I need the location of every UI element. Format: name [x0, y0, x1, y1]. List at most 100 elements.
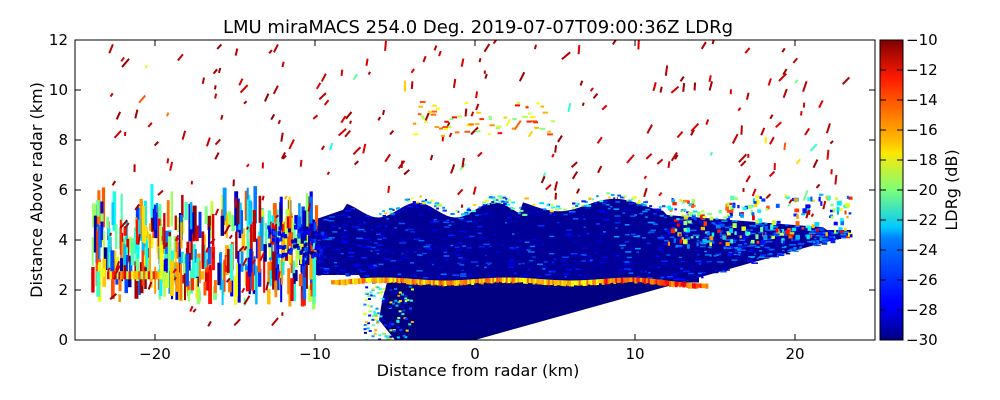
edge-return-cell — [812, 199, 815, 202]
upper-return-streak — [464, 108, 468, 117]
melting-layer-cell — [448, 280, 452, 286]
cloud-texture-cell — [727, 253, 734, 256]
cloud-texture-cell — [821, 238, 826, 240]
cloud-texture-cell — [341, 232, 348, 234]
upper-return-streak — [340, 115, 347, 124]
noisy-cell — [213, 279, 217, 294]
upper-return-streak — [643, 175, 648, 180]
noisy-cell — [198, 211, 202, 238]
noisy-blue-cell — [318, 228, 322, 233]
cloud-fringe-cell — [659, 206, 662, 209]
cloud-texture-cell — [697, 261, 703, 264]
low-echo-speckle — [409, 307, 413, 310]
cloud-texture-cell — [454, 246, 460, 249]
upper-return-streak — [794, 79, 799, 84]
cloud-texture-cell — [617, 203, 624, 206]
melting-layer-cell — [655, 279, 659, 284]
upper-return-streak — [280, 151, 286, 160]
melting-layer-cell — [659, 279, 663, 286]
cloud-texture-cell — [551, 274, 557, 277]
melting-layer-cell — [703, 283, 707, 289]
cloud-texture-cell — [373, 264, 377, 267]
noisy-cell — [314, 205, 319, 232]
melting-layer-cell — [645, 278, 649, 284]
noisy-cell — [309, 253, 313, 280]
upper-return-streak — [280, 132, 284, 142]
cloud-texture-cell — [571, 231, 574, 234]
cloud-texture-cell — [813, 242, 819, 245]
cloud-fringe-cell — [427, 201, 432, 204]
noisy-cell — [228, 280, 232, 293]
cloud-texture-cell — [658, 237, 665, 240]
edge-return-cell — [830, 215, 834, 219]
cloud-texture-cell — [674, 277, 679, 280]
edge-return-cell — [781, 229, 785, 232]
edge-return-cell — [689, 213, 693, 217]
cloud-fringe-cell — [726, 218, 730, 221]
cloud-texture-cell — [824, 237, 831, 240]
cloud-texture-cell — [798, 248, 801, 251]
cloud-texture-cell — [717, 240, 720, 243]
melting-layer-cell — [569, 280, 573, 287]
melting-layer-cell — [693, 283, 697, 289]
noisy-cell — [277, 254, 280, 265]
cloud-texture-cell — [601, 202, 607, 205]
cloud-fringe-cell — [511, 201, 516, 204]
cloud-texture-cell — [648, 231, 655, 233]
cloud-texture-cell — [737, 244, 743, 246]
melting-layer-cell — [344, 279, 348, 286]
low-echo-speckle — [408, 285, 412, 288]
upper-return-streak — [557, 135, 563, 143]
low-echo-speckle — [378, 292, 382, 295]
cloud-texture-cell — [456, 249, 463, 251]
noisy-cell — [108, 251, 112, 279]
noisy-cell — [235, 231, 238, 259]
upper-return-streak — [670, 151, 678, 162]
edge-return-cell — [670, 228, 676, 234]
noisy-cell — [171, 250, 174, 269]
melting-layer-cell — [400, 278, 404, 283]
cloud-texture-cell — [527, 212, 530, 215]
noisy-cell — [203, 281, 207, 296]
cloud-texture-cell — [602, 218, 610, 221]
edge-return-cell — [782, 240, 786, 245]
x-tick-label: −20 — [139, 345, 171, 363]
cloud-fringe-cell — [389, 211, 394, 214]
cloud-texture-cell — [554, 215, 559, 218]
cloud-texture-cell — [659, 215, 664, 217]
upper-return-streak — [740, 160, 747, 167]
cloud-texture-cell — [828, 237, 834, 240]
cloud-fringe-cell — [435, 202, 440, 205]
cloud-texture-cell — [575, 268, 581, 270]
right-edge-returns — [379, 192, 853, 249]
cloud-texture-cell — [518, 263, 521, 265]
cloud-texture-cell — [756, 257, 760, 260]
cloud-texture-cell — [350, 273, 355, 276]
melting-layer-cell — [517, 277, 521, 283]
cloud-texture-cell — [641, 270, 646, 272]
low-echo-speckle — [378, 288, 382, 291]
noisy-cell — [181, 251, 184, 264]
melting-layer-cell — [444, 280, 448, 286]
melting-layer-cell — [567, 280, 571, 287]
cloud-texture-cell — [353, 264, 361, 266]
cloud-texture-cell — [493, 233, 496, 236]
upper-return-streak — [111, 180, 117, 186]
cloud-texture-cell — [512, 233, 515, 235]
noisy-cell — [186, 241, 190, 263]
cloud-fringe-cell — [620, 196, 625, 199]
cloud-texture-cell — [724, 226, 730, 229]
cloud-texture-cell — [675, 245, 683, 247]
cloud-texture-cell — [623, 208, 626, 211]
cloud-texture-cell — [614, 221, 621, 224]
edge-return-cell — [747, 205, 753, 209]
cloud-texture-cell — [460, 273, 467, 275]
cloud-fringe-cell — [628, 199, 632, 202]
cloud-texture-cell — [410, 231, 415, 233]
y-tick-label: 2 — [58, 281, 68, 299]
edge-return-cell — [820, 201, 823, 206]
cloud-texture-cell — [552, 214, 557, 216]
cloud-texture-cell — [709, 255, 712, 257]
upper-cluster-cell — [488, 115, 493, 118]
noisy-cell — [143, 200, 147, 226]
